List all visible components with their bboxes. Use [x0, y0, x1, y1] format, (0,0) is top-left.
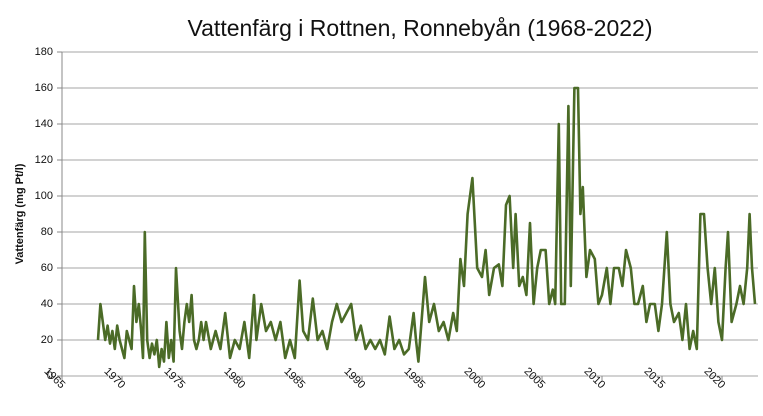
y-tick-label: 60 [41, 262, 53, 274]
y-tick-label: 40 [41, 298, 53, 310]
x-tick-label: 1990 [341, 365, 367, 391]
x-tick-label: 1985 [281, 365, 307, 391]
x-tick-label: 1965 [41, 365, 67, 391]
y-axis-label: Vattenfärg (mg Pt/l) [14, 163, 26, 264]
x-tick-label: 2015 [641, 365, 667, 391]
x-tick-label: 2020 [701, 365, 727, 391]
y-tick-label: 180 [35, 46, 53, 58]
y-tick-label: 140 [35, 118, 53, 130]
x-tick-label: 2010 [581, 365, 607, 391]
chart-title: Vattenfärg i Rottnen, Ronnebyån (1968-20… [188, 15, 653, 41]
y-tick-label: 160 [35, 82, 53, 94]
data-line [96, 86, 757, 369]
x-tick-label: 2005 [521, 365, 547, 391]
x-tick-label: 1975 [161, 365, 187, 391]
x-tick-label: 1995 [401, 365, 427, 391]
x-tick-label: 1970 [101, 365, 127, 391]
x-tick-label: 2000 [461, 365, 487, 391]
x-tick-label: 1980 [221, 365, 247, 391]
y-tick-label: 20 [41, 334, 53, 346]
y-tick-label: 100 [35, 190, 53, 202]
y-tick-label: 0 [47, 370, 53, 382]
y-tick-label: 80 [41, 226, 53, 238]
y-tick-label: 120 [35, 154, 53, 166]
